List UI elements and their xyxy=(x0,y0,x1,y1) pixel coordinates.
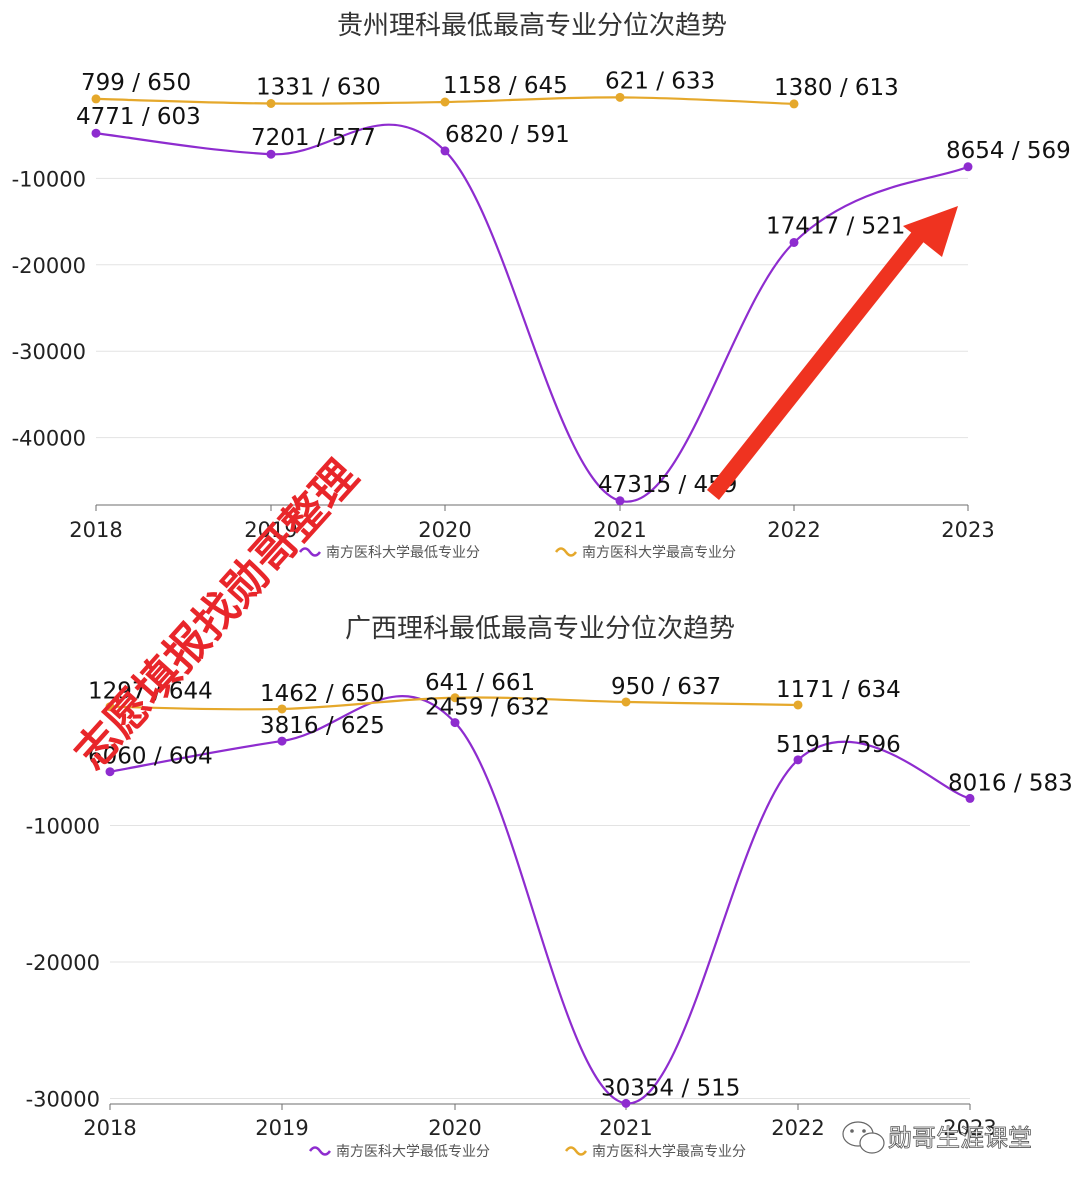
series-line-min xyxy=(95,123,969,503)
data-label: 2459 / 632 xyxy=(425,695,550,721)
y-tick-label: -40000 xyxy=(12,427,86,451)
data-point xyxy=(793,755,803,765)
data-point xyxy=(105,702,115,712)
x-tick-label: 2019 xyxy=(244,518,297,542)
legend-item[interactable]: 南方医科大学最高专业分 xyxy=(554,544,736,561)
legend-label: 南方医科大学最低专业分 xyxy=(336,1144,490,1160)
brand: 勋哥生涯课堂 xyxy=(842,1121,1032,1154)
data-point xyxy=(91,94,101,104)
data-label: 17417 / 521 xyxy=(766,213,905,239)
data-point xyxy=(440,146,450,156)
x-tick-label: 2021 xyxy=(593,518,646,542)
data-point xyxy=(266,149,276,159)
x-tick-label: 2018 xyxy=(83,1116,136,1140)
legend-swatch xyxy=(554,547,578,557)
x-tick-label: 2022 xyxy=(771,1116,824,1140)
legend-label: 南方医科大学最低专业分 xyxy=(326,545,480,561)
data-point xyxy=(621,1098,631,1108)
data-label: 3816 / 625 xyxy=(260,713,385,739)
data-label: 1331 / 630 xyxy=(256,75,381,101)
data-label: 6820 / 591 xyxy=(445,122,570,148)
x-tick-label: 2022 xyxy=(767,518,820,542)
data-point xyxy=(615,92,625,102)
data-point xyxy=(440,97,450,107)
data-label: 8016 / 583 xyxy=(948,770,1073,796)
data-label: 1297 / 644 xyxy=(88,679,213,705)
legend-label: 南方医科大学最高专业分 xyxy=(582,544,736,561)
chart-title: 贵州理科最低最高专业分位次趋势 xyxy=(337,11,727,41)
data-point xyxy=(91,128,101,138)
legend-swatch xyxy=(564,1146,588,1156)
data-point xyxy=(105,767,115,777)
data-point xyxy=(621,697,631,707)
y-tick-label: -30000 xyxy=(12,340,86,364)
data-point xyxy=(450,718,460,728)
data-point xyxy=(266,99,276,109)
x-tick-label: 2023 xyxy=(941,518,994,542)
y-tick-label: -10000 xyxy=(26,815,100,839)
data-point xyxy=(277,736,287,746)
data-point xyxy=(963,162,973,172)
data-label: 1380 / 613 xyxy=(774,75,899,101)
legend-label: 南方医科大学最高专业分 xyxy=(592,1143,746,1160)
data-label: 799 / 650 xyxy=(81,70,191,96)
trend-arrow xyxy=(707,206,958,500)
wechat-icon xyxy=(842,1121,885,1154)
x-tick-label: 2020 xyxy=(418,518,471,542)
trend-arrow-head xyxy=(903,206,958,257)
data-label: 30354 / 515 xyxy=(601,1075,740,1101)
data-label: 1462 / 650 xyxy=(260,681,385,707)
data-point xyxy=(277,704,287,714)
data-label: 950 / 637 xyxy=(611,674,721,700)
data-point xyxy=(615,496,625,506)
data-point xyxy=(789,237,799,247)
data-label: 7201 / 577 xyxy=(251,125,376,151)
legend-item[interactable]: 南方医科大学最高专业分 xyxy=(564,1143,746,1160)
y-tick-label: -10000 xyxy=(12,167,86,191)
trend-arrow-shaft xyxy=(707,224,930,500)
legend-swatch xyxy=(308,1146,332,1156)
chart-title: 广西理科最低最高专业分位次趋势 xyxy=(345,614,735,644)
x-tick-label: 2019 xyxy=(255,1116,308,1140)
data-label: 1171 / 634 xyxy=(776,677,901,703)
data-point xyxy=(793,700,803,710)
data-point xyxy=(965,793,975,803)
legend-item[interactable]: 南方医科大学最低专业分 xyxy=(298,545,480,561)
brand-name: 勋哥生涯课堂 xyxy=(888,1124,1032,1152)
y-tick-label: -20000 xyxy=(26,951,100,975)
data-label: 1158 / 645 xyxy=(443,73,568,99)
y-tick-label: -30000 xyxy=(26,1088,100,1112)
x-tick-label: 2020 xyxy=(428,1116,481,1140)
data-point xyxy=(789,99,799,109)
y-tick-label: -20000 xyxy=(12,254,86,278)
data-label: 621 / 633 xyxy=(605,68,715,94)
data-label: 6060 / 604 xyxy=(88,744,213,770)
x-tick-label: 2023 xyxy=(943,1116,996,1140)
data-label: 5191 / 596 xyxy=(776,732,901,758)
data-label: 4771 / 603 xyxy=(76,104,201,130)
x-tick-label: 2018 xyxy=(69,518,122,542)
guangxi-chart: 广西理科最低最高专业分位次趋势 -10000 -20000 -30000 2018 20… xyxy=(26,614,1073,1160)
x-tick-label: 2021 xyxy=(599,1116,652,1140)
guizhou-chart: 贵州理科最低最高专业分位次趋势 -10000 -20000 -30000 -40000… xyxy=(12,11,1071,561)
data-label: 641 / 661 xyxy=(425,670,535,696)
data-point xyxy=(450,693,460,703)
legend-item[interactable]: 南方医科大学最低专业分 xyxy=(308,1144,490,1160)
legend-swatch xyxy=(298,547,322,557)
data-label: 8654 / 569 xyxy=(946,138,1071,164)
